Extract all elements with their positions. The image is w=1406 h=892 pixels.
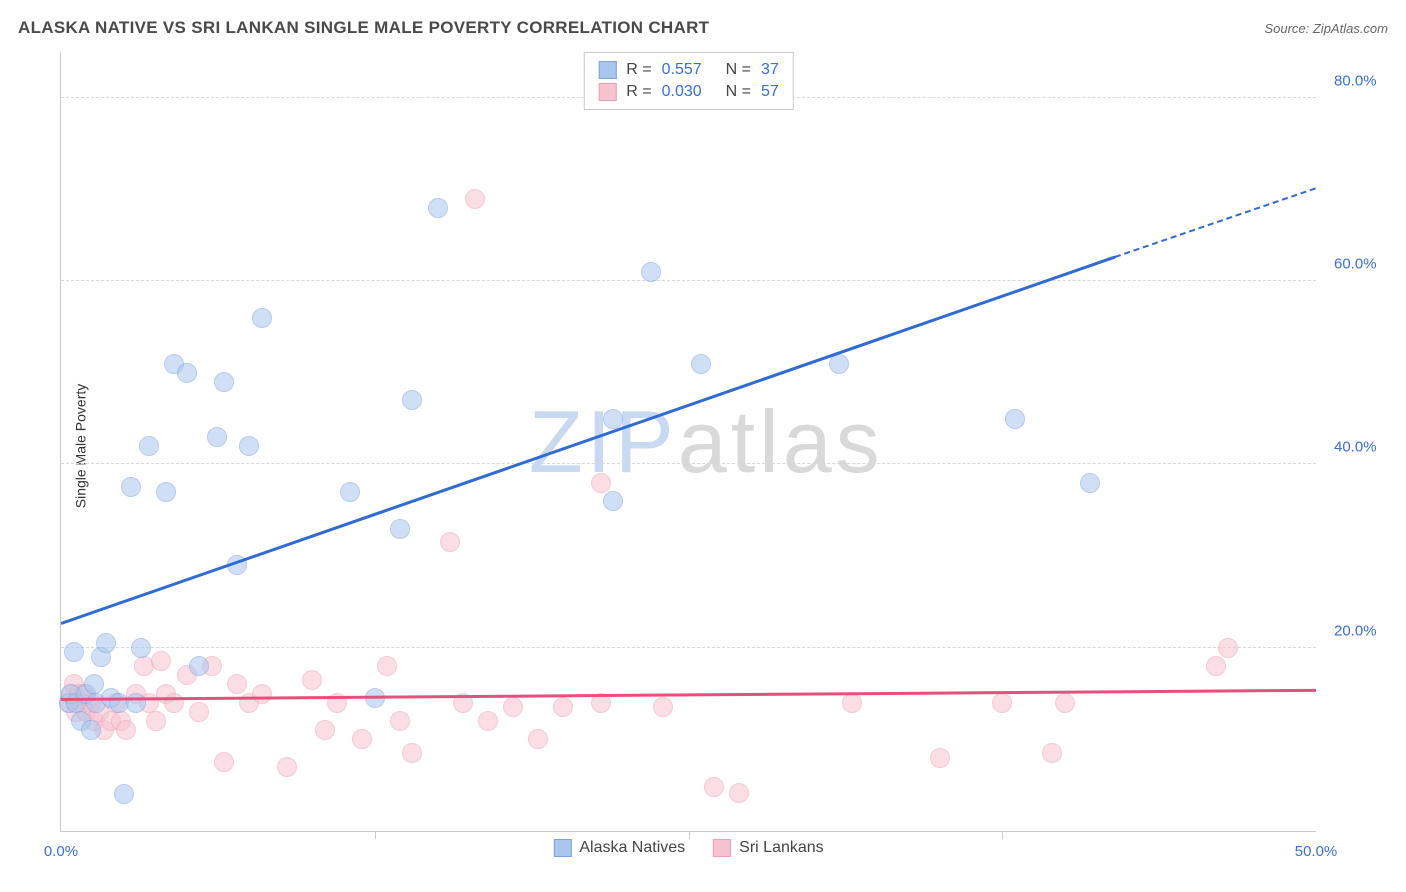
data-point: [992, 693, 1012, 713]
data-point: [930, 748, 950, 768]
gridline-h: [61, 647, 1316, 648]
series-legend: Alaska Natives Sri Lankans: [553, 839, 823, 857]
r-label: R =: [626, 83, 651, 101]
gridline-h: [61, 463, 1316, 464]
legend-item: Sri Lankans: [713, 839, 824, 857]
data-point: [603, 491, 623, 511]
data-point: [114, 784, 134, 804]
data-point: [1055, 693, 1075, 713]
data-point: [84, 674, 104, 694]
data-point: [503, 697, 523, 717]
data-point: [214, 372, 234, 392]
y-tick-label: 60.0%: [1334, 256, 1377, 273]
data-point: [121, 477, 141, 497]
data-point: [377, 656, 397, 676]
y-tick-label: 20.0%: [1334, 622, 1377, 639]
chart-header: ALASKA NATIVE VS SRI LANKAN SINGLE MALE …: [18, 18, 1388, 38]
data-point: [146, 711, 166, 731]
data-point: [189, 702, 209, 722]
n-value: 57: [761, 83, 779, 101]
n-label: N =: [726, 61, 751, 79]
data-point: [252, 308, 272, 328]
data-point: [64, 642, 84, 662]
legend-swatch: [598, 83, 616, 101]
scatter-chart: ZIPatlas R =0.557N =37R =0.030N =57 Alas…: [60, 52, 1316, 832]
n-label: N =: [726, 83, 751, 101]
data-point: [156, 482, 176, 502]
data-point: [214, 752, 234, 772]
data-point: [1042, 743, 1062, 763]
x-minor-tick: [689, 831, 690, 839]
x-minor-tick: [375, 831, 376, 839]
x-minor-tick: [1002, 831, 1003, 839]
data-point: [829, 354, 849, 374]
x-tick-label: 0.0%: [44, 843, 78, 860]
data-point: [691, 354, 711, 374]
data-point: [1005, 409, 1025, 429]
data-point: [653, 697, 673, 717]
data-point: [440, 532, 460, 552]
data-point: [704, 777, 724, 797]
data-point: [402, 390, 422, 410]
stats-row: R = 0.030 N = 57: [598, 81, 778, 103]
data-point: [641, 262, 661, 282]
y-tick-label: 40.0%: [1334, 439, 1377, 456]
legend-swatch: [598, 61, 616, 79]
r-label: R =: [626, 61, 651, 79]
data-point: [227, 674, 247, 694]
data-point: [252, 684, 272, 704]
data-point: [1080, 473, 1100, 493]
data-point: [139, 436, 159, 456]
r-value: 0.030: [662, 83, 716, 101]
data-point: [528, 729, 548, 749]
data-point: [390, 711, 410, 731]
data-point: [131, 638, 151, 658]
data-point: [302, 670, 322, 690]
correlation-stats-box: R = 0.557 N = 37 R = 0.030 N = 57: [583, 52, 793, 110]
data-point: [340, 482, 360, 502]
data-point: [402, 743, 422, 763]
data-point: [729, 783, 749, 803]
data-point: [277, 757, 297, 777]
legend-label: Alaska Natives: [579, 839, 685, 857]
source-link[interactable]: ZipAtlas.com: [1313, 21, 1388, 36]
data-point: [1218, 638, 1238, 658]
legend-swatch: [713, 839, 731, 857]
chart-title: ALASKA NATIVE VS SRI LANKAN SINGLE MALE …: [18, 18, 709, 38]
data-point: [352, 729, 372, 749]
source-prefix: Source:: [1264, 21, 1312, 36]
gridline-h: [61, 280, 1316, 281]
data-point: [116, 720, 136, 740]
data-point: [591, 473, 611, 493]
data-point: [81, 720, 101, 740]
data-point: [151, 651, 171, 671]
r-value: 0.557: [662, 61, 716, 79]
data-point: [390, 519, 410, 539]
n-value: 37: [761, 61, 779, 79]
data-point: [478, 711, 498, 731]
data-point: [428, 198, 448, 218]
data-point: [207, 427, 227, 447]
data-point: [465, 189, 485, 209]
trend-line: [1115, 188, 1316, 259]
data-point: [189, 656, 209, 676]
data-point: [315, 720, 335, 740]
x-tick-label: 50.0%: [1295, 843, 1338, 860]
data-point: [239, 436, 259, 456]
data-point: [96, 633, 116, 653]
legend-label: Sri Lankans: [739, 839, 824, 857]
data-point: [842, 693, 862, 713]
legend-item: Alaska Natives: [553, 839, 685, 857]
stats-row: R = 0.557 N = 37: [598, 59, 778, 81]
data-point: [603, 409, 623, 429]
source-credit: Source: ZipAtlas.com: [1264, 21, 1388, 36]
y-tick-label: 80.0%: [1334, 72, 1377, 89]
data-point: [126, 693, 146, 713]
data-point: [177, 363, 197, 383]
watermark-atlas: atlas: [678, 392, 884, 491]
data-point: [164, 693, 184, 713]
data-point: [553, 697, 573, 717]
legend-swatch: [553, 839, 571, 857]
data-point: [1206, 656, 1226, 676]
